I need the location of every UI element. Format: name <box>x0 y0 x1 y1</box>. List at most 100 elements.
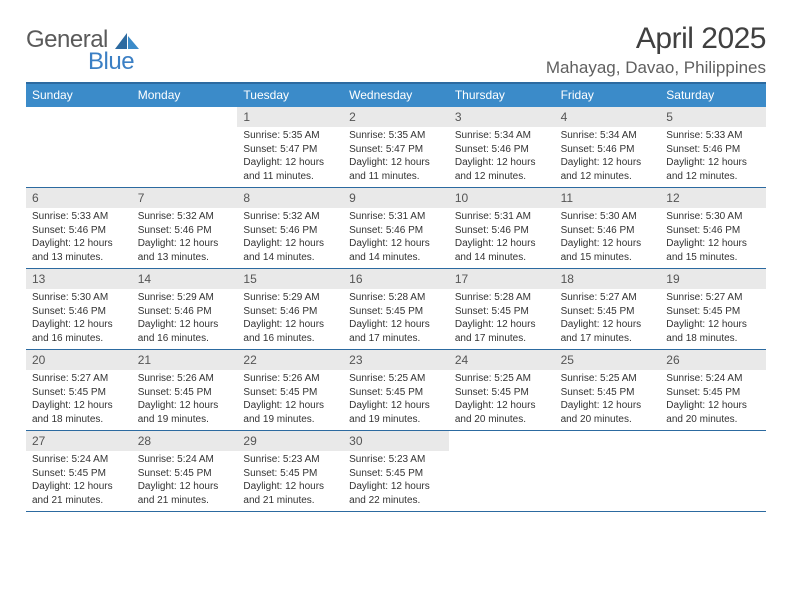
day-details: Sunrise: 5:32 AMSunset: 5:46 PMDaylight:… <box>132 208 238 268</box>
week-row: 20Sunrise: 5:27 AMSunset: 5:45 PMDayligh… <box>26 350 766 431</box>
day-number: 18 <box>555 269 661 289</box>
day-cell: 30Sunrise: 5:23 AMSunset: 5:45 PMDayligh… <box>343 431 449 511</box>
day-details: Sunrise: 5:33 AMSunset: 5:46 PMDaylight:… <box>26 208 132 268</box>
day-cell: 22Sunrise: 5:26 AMSunset: 5:45 PMDayligh… <box>237 350 343 430</box>
day-number: 11 <box>555 188 661 208</box>
day-cell: 25Sunrise: 5:25 AMSunset: 5:45 PMDayligh… <box>555 350 661 430</box>
day-details: Sunrise: 5:23 AMSunset: 5:45 PMDaylight:… <box>237 451 343 511</box>
day-details: Sunrise: 5:29 AMSunset: 5:46 PMDaylight:… <box>237 289 343 349</box>
day-number: 5 <box>660 107 766 127</box>
weekday-header: Sunday <box>26 84 132 107</box>
location-subtitle: Mahayag, Davao, Philippines <box>546 58 766 78</box>
day-number: 22 <box>237 350 343 370</box>
day-number: 27 <box>26 431 132 451</box>
day-cell: 26Sunrise: 5:24 AMSunset: 5:45 PMDayligh… <box>660 350 766 430</box>
day-cell: 17Sunrise: 5:28 AMSunset: 5:45 PMDayligh… <box>449 269 555 349</box>
day-number: 3 <box>449 107 555 127</box>
day-details: Sunrise: 5:33 AMSunset: 5:46 PMDaylight:… <box>660 127 766 187</box>
day-cell: 14Sunrise: 5:29 AMSunset: 5:46 PMDayligh… <box>132 269 238 349</box>
day-cell <box>132 107 238 187</box>
day-details: Sunrise: 5:34 AMSunset: 5:46 PMDaylight:… <box>555 127 661 187</box>
day-details: Sunrise: 5:24 AMSunset: 5:45 PMDaylight:… <box>132 451 238 511</box>
day-cell: 9Sunrise: 5:31 AMSunset: 5:46 PMDaylight… <box>343 188 449 268</box>
weekday-header: Thursday <box>449 84 555 107</box>
day-details: Sunrise: 5:25 AMSunset: 5:45 PMDaylight:… <box>449 370 555 430</box>
weekday-header-row: Sunday Monday Tuesday Wednesday Thursday… <box>26 84 766 107</box>
title-block: April 2025 Mahayag, Davao, Philippines <box>546 22 766 78</box>
day-details: Sunrise: 5:30 AMSunset: 5:46 PMDaylight:… <box>26 289 132 349</box>
day-details: Sunrise: 5:30 AMSunset: 5:46 PMDaylight:… <box>660 208 766 268</box>
day-number: 17 <box>449 269 555 289</box>
day-cell: 28Sunrise: 5:24 AMSunset: 5:45 PMDayligh… <box>132 431 238 511</box>
day-cell <box>660 431 766 511</box>
day-details: Sunrise: 5:25 AMSunset: 5:45 PMDaylight:… <box>555 370 661 430</box>
day-cell: 21Sunrise: 5:26 AMSunset: 5:45 PMDayligh… <box>132 350 238 430</box>
day-cell: 27Sunrise: 5:24 AMSunset: 5:45 PMDayligh… <box>26 431 132 511</box>
day-number: 24 <box>449 350 555 370</box>
day-details: Sunrise: 5:25 AMSunset: 5:45 PMDaylight:… <box>343 370 449 430</box>
day-number: 8 <box>237 188 343 208</box>
calendar-body: 1Sunrise: 5:35 AMSunset: 5:47 PMDaylight… <box>26 107 766 512</box>
day-number: 4 <box>555 107 661 127</box>
day-number: 20 <box>26 350 132 370</box>
day-cell: 29Sunrise: 5:23 AMSunset: 5:45 PMDayligh… <box>237 431 343 511</box>
day-cell: 18Sunrise: 5:27 AMSunset: 5:45 PMDayligh… <box>555 269 661 349</box>
day-cell: 1Sunrise: 5:35 AMSunset: 5:47 PMDaylight… <box>237 107 343 187</box>
day-cell: 7Sunrise: 5:32 AMSunset: 5:46 PMDaylight… <box>132 188 238 268</box>
day-number: 30 <box>343 431 449 451</box>
day-number: 13 <box>26 269 132 289</box>
weekday-header: Wednesday <box>343 84 449 107</box>
day-cell: 20Sunrise: 5:27 AMSunset: 5:45 PMDayligh… <box>26 350 132 430</box>
day-cell: 11Sunrise: 5:30 AMSunset: 5:46 PMDayligh… <box>555 188 661 268</box>
day-number: 1 <box>237 107 343 127</box>
day-cell: 8Sunrise: 5:32 AMSunset: 5:46 PMDaylight… <box>237 188 343 268</box>
day-details: Sunrise: 5:31 AMSunset: 5:46 PMDaylight:… <box>343 208 449 268</box>
day-number: 6 <box>26 188 132 208</box>
day-cell: 15Sunrise: 5:29 AMSunset: 5:46 PMDayligh… <box>237 269 343 349</box>
header: General Blue April 2025 Mahayag, Davao, … <box>26 22 766 78</box>
day-details: Sunrise: 5:35 AMSunset: 5:47 PMDaylight:… <box>237 127 343 187</box>
day-number: 29 <box>237 431 343 451</box>
day-number: 7 <box>132 188 238 208</box>
weekday-header: Monday <box>132 84 238 107</box>
day-details: Sunrise: 5:23 AMSunset: 5:45 PMDaylight:… <box>343 451 449 511</box>
week-row: 6Sunrise: 5:33 AMSunset: 5:46 PMDaylight… <box>26 188 766 269</box>
week-row: 27Sunrise: 5:24 AMSunset: 5:45 PMDayligh… <box>26 431 766 512</box>
month-title: April 2025 <box>546 22 766 56</box>
day-details: Sunrise: 5:27 AMSunset: 5:45 PMDaylight:… <box>555 289 661 349</box>
day-details: Sunrise: 5:27 AMSunset: 5:45 PMDaylight:… <box>26 370 132 430</box>
day-details: Sunrise: 5:34 AMSunset: 5:46 PMDaylight:… <box>449 127 555 187</box>
day-cell: 3Sunrise: 5:34 AMSunset: 5:46 PMDaylight… <box>449 107 555 187</box>
day-details: Sunrise: 5:28 AMSunset: 5:45 PMDaylight:… <box>449 289 555 349</box>
weekday-header: Saturday <box>660 84 766 107</box>
weekday-header: Tuesday <box>237 84 343 107</box>
week-row: 13Sunrise: 5:30 AMSunset: 5:46 PMDayligh… <box>26 269 766 350</box>
day-cell: 4Sunrise: 5:34 AMSunset: 5:46 PMDaylight… <box>555 107 661 187</box>
day-details: Sunrise: 5:32 AMSunset: 5:46 PMDaylight:… <box>237 208 343 268</box>
day-number: 15 <box>237 269 343 289</box>
day-number: 23 <box>343 350 449 370</box>
day-details: Sunrise: 5:24 AMSunset: 5:45 PMDaylight:… <box>26 451 132 511</box>
day-cell <box>555 431 661 511</box>
day-number: 14 <box>132 269 238 289</box>
day-number: 19 <box>660 269 766 289</box>
day-cell: 2Sunrise: 5:35 AMSunset: 5:47 PMDaylight… <box>343 107 449 187</box>
day-number: 9 <box>343 188 449 208</box>
day-details: Sunrise: 5:28 AMSunset: 5:45 PMDaylight:… <box>343 289 449 349</box>
day-number: 2 <box>343 107 449 127</box>
day-cell: 12Sunrise: 5:30 AMSunset: 5:46 PMDayligh… <box>660 188 766 268</box>
day-cell: 13Sunrise: 5:30 AMSunset: 5:46 PMDayligh… <box>26 269 132 349</box>
day-cell: 23Sunrise: 5:25 AMSunset: 5:45 PMDayligh… <box>343 350 449 430</box>
day-number: 26 <box>660 350 766 370</box>
day-cell <box>449 431 555 511</box>
day-details: Sunrise: 5:31 AMSunset: 5:46 PMDaylight:… <box>449 208 555 268</box>
day-number: 12 <box>660 188 766 208</box>
day-cell: 10Sunrise: 5:31 AMSunset: 5:46 PMDayligh… <box>449 188 555 268</box>
day-cell: 19Sunrise: 5:27 AMSunset: 5:45 PMDayligh… <box>660 269 766 349</box>
brand-logo: General Blue <box>26 26 166 74</box>
day-details: Sunrise: 5:30 AMSunset: 5:46 PMDaylight:… <box>555 208 661 268</box>
week-row: 1Sunrise: 5:35 AMSunset: 5:47 PMDaylight… <box>26 107 766 188</box>
day-cell <box>26 107 132 187</box>
day-details: Sunrise: 5:26 AMSunset: 5:45 PMDaylight:… <box>237 370 343 430</box>
day-cell: 16Sunrise: 5:28 AMSunset: 5:45 PMDayligh… <box>343 269 449 349</box>
